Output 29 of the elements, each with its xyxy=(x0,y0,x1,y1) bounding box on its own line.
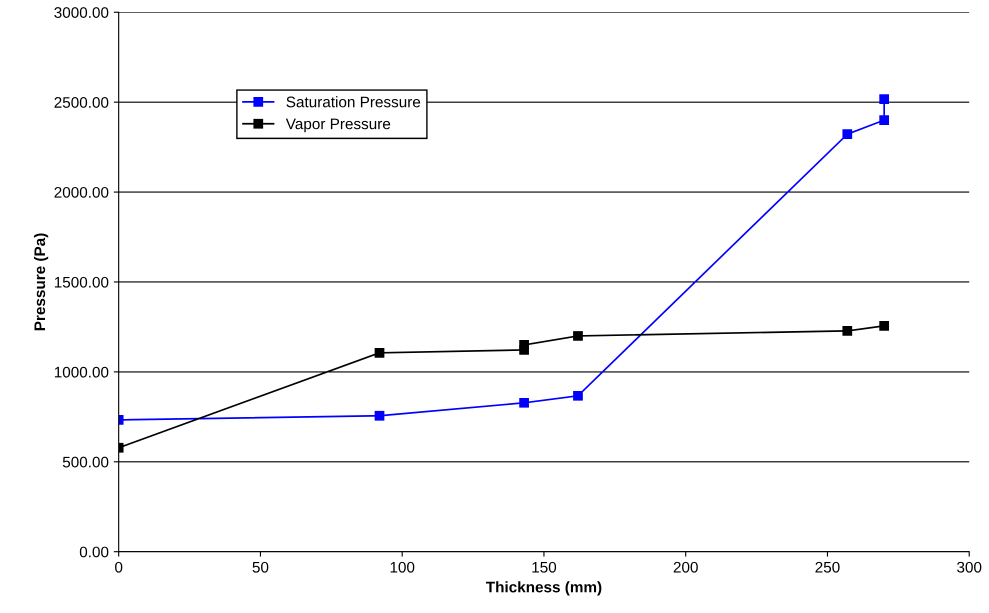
x-tick-label: 200 xyxy=(674,562,698,573)
y-tick-label: 500.00 xyxy=(62,456,108,468)
x-axis-title: Thickness (mm) xyxy=(486,581,602,596)
y-tick-label: 2000.00 xyxy=(54,186,108,198)
point xyxy=(573,390,583,401)
point xyxy=(374,410,384,421)
x-tick-label: 250 xyxy=(815,562,840,573)
y-axis-title: Pressure (Pa) xyxy=(34,233,48,330)
x-tick-label: 100 xyxy=(390,562,414,573)
y-tick-label: 0.00 xyxy=(80,546,108,558)
point xyxy=(879,115,890,126)
legend-label: Saturation Pressure xyxy=(286,96,420,108)
y-tick-label: 1500.00 xyxy=(54,276,108,288)
point xyxy=(519,398,529,408)
x-tick-label: 300 xyxy=(957,562,982,573)
point xyxy=(842,129,852,140)
legend-label: Vapor Pressure xyxy=(286,118,390,132)
y-tick-label: 1000.00 xyxy=(54,366,108,378)
point xyxy=(879,94,890,104)
x-tick-label: 150 xyxy=(532,562,556,573)
point xyxy=(842,326,852,336)
point xyxy=(879,320,890,331)
point xyxy=(573,331,583,341)
y-tick-label: 3000.00 xyxy=(54,7,108,18)
x-tick-label: 50 xyxy=(252,562,268,573)
point xyxy=(374,348,384,358)
x-tick-label: 0 xyxy=(115,562,122,573)
y-tick-label: 2500.00 xyxy=(54,97,108,108)
point xyxy=(519,340,529,350)
